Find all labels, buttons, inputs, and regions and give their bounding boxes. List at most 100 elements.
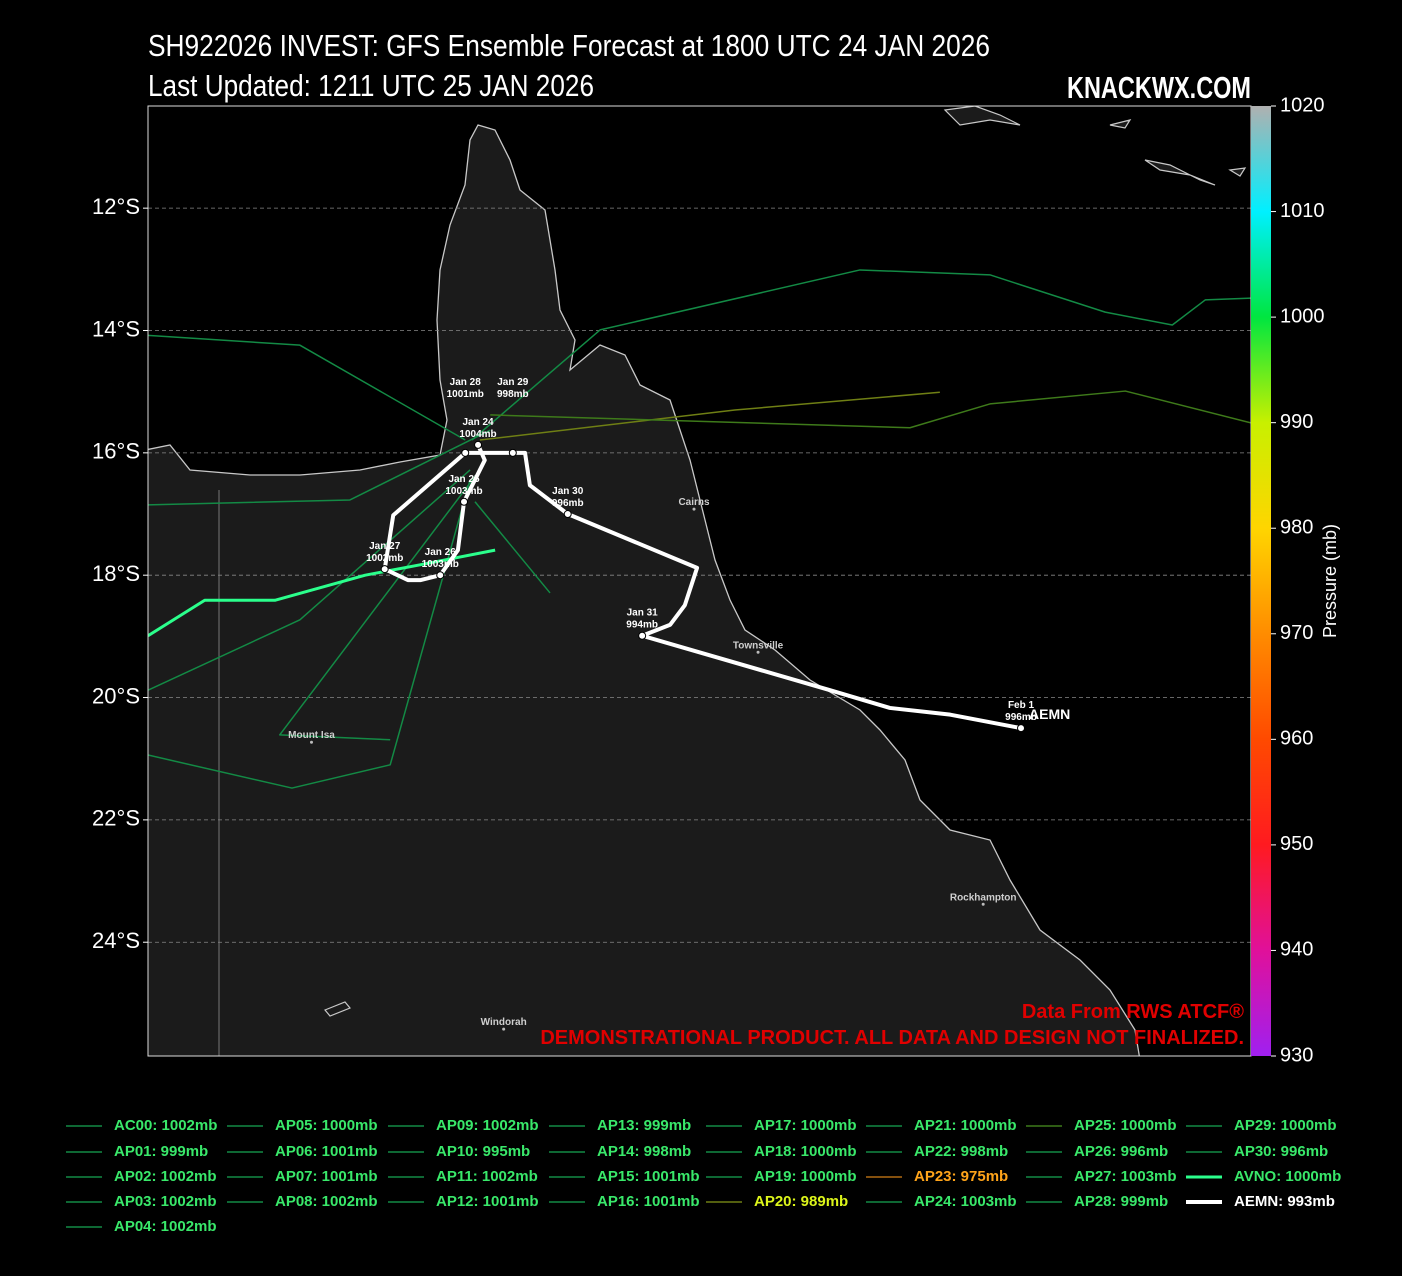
- credit: Data From RWS ATCF®: [1022, 1001, 1244, 1023]
- point-pressure: 998mb: [497, 389, 529, 400]
- track-point: [1017, 724, 1026, 733]
- overlay: Cairns Townsville Mount Isa Rockhampton Wind…: [288, 377, 1070, 1031]
- point-date: Jan 31: [627, 608, 659, 619]
- legend-label: AP25: 1000mb: [1074, 1117, 1177, 1134]
- point-pressure: 1002mb: [366, 553, 403, 564]
- legend-label: AP28: 999mb: [1074, 1193, 1168, 1210]
- legend-label: AP02: 1002mb: [114, 1168, 217, 1185]
- ensemble-track: [148, 479, 471, 789]
- colorbar: [1251, 106, 1271, 1056]
- colorbar-tick-label: 1000: [1280, 305, 1325, 327]
- ensemble-track: [279, 469, 481, 741]
- city-dot: [981, 902, 985, 906]
- city-label: Townsville: [733, 640, 784, 651]
- point-date: Jan 30: [552, 486, 584, 497]
- legend-label: AP18: 1000mb: [754, 1143, 857, 1160]
- colorbar-tick-label: 950: [1280, 833, 1313, 855]
- ensemble-track: [148, 469, 471, 691]
- brand: KNACKWX.COM: [1067, 70, 1251, 105]
- track-point: [474, 440, 483, 449]
- legend-label: AP15: 1001mb: [597, 1168, 700, 1185]
- city-dot: [756, 650, 760, 654]
- map: [148, 106, 1251, 1056]
- y-tick-label: 20°S: [92, 683, 140, 708]
- ensemble-track: [490, 390, 1251, 429]
- point-pressure: 1003mb: [422, 559, 459, 570]
- legend-label: AP21: 1000mb: [914, 1117, 1017, 1134]
- colorbar-tick-label: 990: [1280, 411, 1313, 433]
- colorbar-tick-label: 980: [1280, 517, 1313, 539]
- track-label: AEMN: [1029, 706, 1070, 722]
- legend-label: AP04: 1002mb: [114, 1218, 217, 1235]
- track-point: [380, 565, 389, 574]
- legend-label: AP12: 1001mb: [436, 1193, 539, 1210]
- colorbar-tick-label: 1020: [1280, 94, 1325, 116]
- legend-label: AP29: 1000mb: [1234, 1117, 1337, 1134]
- y-tick-label: 16°S: [92, 439, 140, 464]
- legend-label: AP22: 998mb: [914, 1143, 1008, 1160]
- ensemble-track: [148, 429, 491, 506]
- chart-subtitle: Last Updated: 1211 UTC 25 JAN 2026: [148, 68, 594, 103]
- point-pressure: 996mb: [552, 498, 584, 509]
- city-dot: [692, 507, 696, 511]
- colorbar-tick-label: 1010: [1280, 200, 1325, 222]
- legend-label: AP07: 1001mb: [275, 1168, 378, 1185]
- colorbar-tick-label: 940: [1280, 939, 1313, 961]
- track-point: [638, 631, 647, 640]
- point-pressure: 994mb: [626, 620, 658, 631]
- legend-label: AP06: 1001mb: [275, 1143, 378, 1160]
- legend-label: AP23: 975mb: [914, 1168, 1008, 1185]
- point-date: Jan 28: [450, 377, 482, 388]
- ensemble-track: [148, 548, 496, 638]
- y-tick-label: 22°S: [92, 806, 140, 831]
- city-label: Windorah: [481, 1017, 527, 1028]
- island-coast: [324, 106, 1247, 1017]
- legend-label: AP13: 999mb: [597, 1117, 691, 1134]
- city-label: Rockhampton: [950, 892, 1017, 903]
- point-date: Jan 26: [425, 547, 457, 558]
- legend-label: AP19: 1000mb: [754, 1168, 857, 1185]
- colorbar-label: Pressure (mb): [1320, 524, 1340, 638]
- y-tick-label: 14°S: [92, 316, 140, 341]
- legend-label: AP01: 999mb: [114, 1143, 208, 1160]
- chart-title: SH922026 INVEST: GFS Ensemble Forecast a…: [148, 28, 990, 63]
- legend-label: AP10: 995mb: [436, 1143, 530, 1160]
- mean-track: [382, 444, 1022, 731]
- y-tick-label: 18°S: [92, 561, 140, 586]
- legend-label: AP17: 1000mb: [754, 1117, 857, 1134]
- tracks: [148, 269, 1251, 789]
- legend-label: AP24: 1003mb: [914, 1193, 1017, 1210]
- legend-label: AP30: 996mb: [1234, 1143, 1328, 1160]
- legend-label: AP26: 996mb: [1074, 1143, 1168, 1160]
- colorbar-tick-label: 970: [1280, 622, 1313, 644]
- legend-label: AP14: 998mb: [597, 1143, 691, 1160]
- legend: AC00: 1002mb AP01: 999mb AP02: 1002mb AP03:…: [66, 1117, 1341, 1235]
- legend-label: AP09: 1002mb: [436, 1117, 539, 1134]
- legend-label: AEMN: 993mb: [1234, 1193, 1335, 1210]
- track-point: [461, 448, 470, 457]
- colorbar-tick-label: 930: [1280, 1044, 1313, 1066]
- point-date: Jan 29: [497, 377, 529, 388]
- legend-label: AP08: 1002mb: [275, 1193, 378, 1210]
- legend-label: AP20: 989mb: [754, 1193, 848, 1210]
- point-date: Jan 24: [462, 417, 494, 428]
- ensemble-track: [148, 334, 466, 441]
- track-point: [436, 571, 445, 580]
- legend-label: AC00: 1002mb: [114, 1117, 217, 1134]
- y-tick-label: 12°S: [92, 194, 140, 219]
- ensemble-track: [474, 501, 551, 594]
- point-date: Feb 1: [1008, 700, 1035, 711]
- point-pressure: 1003mb: [445, 486, 482, 497]
- ensemble-track: [479, 391, 940, 441]
- colorbar-tick-label: 960: [1280, 728, 1313, 750]
- point-pressure: 1004mb: [459, 429, 496, 440]
- point-date: Jan 25: [448, 474, 480, 485]
- point-pressure: 1001mb: [447, 389, 484, 400]
- legend-label: AP16: 1001mb: [597, 1193, 700, 1210]
- track-point: [508, 448, 517, 457]
- legend-label: AP27: 1003mb: [1074, 1168, 1177, 1185]
- disclaimer: DEMONSTRATIONAL PRODUCT. ALL DATA AND DE…: [540, 1027, 1244, 1049]
- ensemble-track: [471, 269, 1251, 441]
- track-point: [460, 497, 469, 506]
